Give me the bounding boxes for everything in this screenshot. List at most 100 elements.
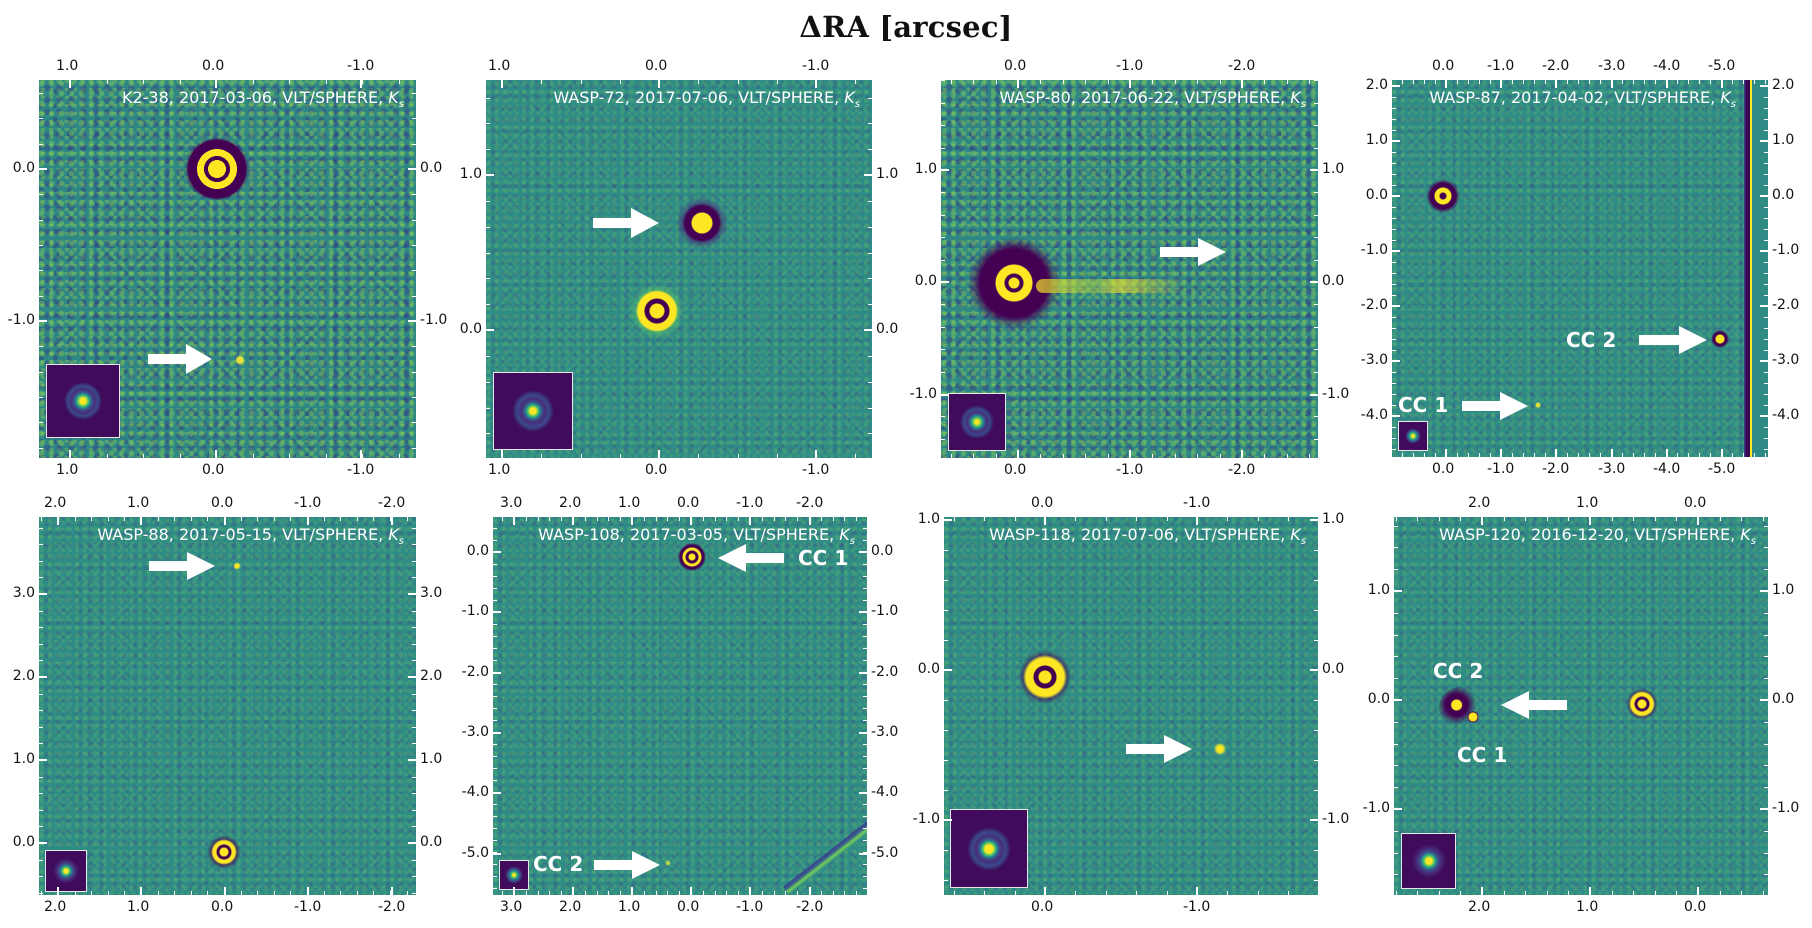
- y-minor-tick-left: [1392, 97, 1396, 98]
- x-tick-label-bottom: -1.0: [1487, 461, 1515, 477]
- x-tick-label-top: 0.0: [1031, 495, 1054, 511]
- y-minor-tick-right: [1764, 229, 1768, 230]
- x-minor-tick-bottom: [1468, 453, 1469, 457]
- y-minor-tick-left: [39, 859, 43, 861]
- figure-title: ΔRA [arcsec]: [799, 10, 1013, 44]
- y-tick-label-left: 0.0: [1365, 187, 1388, 203]
- x-minor-tick-bottom: [797, 891, 799, 895]
- y-minor-tick-right: [412, 826, 416, 828]
- x-minor-tick-bottom: [1197, 454, 1199, 458]
- cc1-label: CC 1: [1457, 743, 1508, 767]
- y-tick-right: [1760, 590, 1768, 592]
- psf-inset: [46, 364, 120, 438]
- x-tick-label-top: -1.0: [1116, 58, 1144, 74]
- y-tick-left: [39, 842, 47, 844]
- y-minor-tick-left: [944, 880, 948, 881]
- x-minor-tick-top: [179, 80, 181, 84]
- y-minor-tick-right: [863, 792, 867, 793]
- y-minor-tick-left: [39, 371, 43, 373]
- x-tick-label-top: -1.0: [802, 58, 830, 74]
- x-minor-tick-top: [643, 517, 645, 521]
- x-minor-tick-top: [390, 517, 391, 521]
- y-minor-tick-right: [1764, 317, 1768, 318]
- y-minor-tick-left: [1392, 394, 1396, 395]
- x-minor-tick-top: [1534, 80, 1535, 84]
- x-minor-tick-bottom: [619, 454, 621, 458]
- y-minor-tick-left: [1392, 273, 1396, 274]
- x-minor-tick-bottom: [1438, 891, 1440, 895]
- detector-edge-flat: [1752, 80, 1768, 457]
- psf-inset: [948, 393, 1006, 451]
- x-tick-bottom: [809, 887, 811, 895]
- y-minor-tick-left: [1392, 449, 1396, 450]
- host-star: [1426, 179, 1460, 213]
- x-tick-top: [224, 517, 226, 525]
- y-tick-label-right: 0.0: [1772, 187, 1795, 203]
- x-tick-label-bottom: 1.0: [1576, 899, 1599, 915]
- y-minor-tick-right: [412, 726, 416, 728]
- x-minor-tick-top: [776, 80, 778, 84]
- y-tick-right: [1760, 360, 1768, 362]
- image-plot: WASP-80, 2017-06-22, VLT/SPHERE, Ks: [941, 80, 1318, 458]
- y-minor-tick-left: [941, 125, 945, 127]
- y-minor-tick-left: [493, 672, 497, 673]
- y-tick-label-right: -1.0: [1322, 811, 1350, 827]
- y-tick-right: [1760, 415, 1768, 417]
- y-minor-tick-right: [1764, 328, 1768, 329]
- y-minor-tick-left: [493, 708, 497, 709]
- y-minor-tick-right: [1764, 874, 1768, 876]
- y-minor-tick-right: [863, 852, 867, 853]
- x-minor-tick-bottom: [1688, 453, 1689, 457]
- x-minor-tick-top: [1040, 80, 1042, 84]
- cc1-label: CC 1: [1398, 393, 1449, 417]
- companion-dot: [1103, 272, 1104, 273]
- x-minor-tick-bottom: [1040, 454, 1042, 458]
- x-minor-tick-bottom: [323, 891, 325, 895]
- x-minor-tick-bottom: [1105, 891, 1107, 895]
- y-tick-left: [944, 819, 952, 821]
- psf-inset: [499, 860, 529, 890]
- image-plot: K2-38, 2017-03-06, VLT/SPHERE, Ks: [39, 80, 416, 458]
- y-tick-right: [859, 551, 867, 553]
- x-minor-tick-bottom: [1309, 454, 1311, 458]
- x-tick-label-bottom: 0.0: [202, 462, 225, 478]
- x-tick-label-bottom: 0.0: [645, 462, 668, 478]
- host-star: [1020, 649, 1070, 705]
- y-minor-tick-right: [412, 118, 416, 120]
- y-minor-tick-left: [944, 850, 948, 851]
- x-minor-tick-top: [1085, 80, 1087, 84]
- x-minor-tick-top: [1523, 80, 1524, 84]
- x-tick-label-top: 1.0: [127, 495, 150, 511]
- panel-title: WASP-72, 2017-07-06, VLT/SPHERE, Ks: [553, 88, 860, 110]
- x-minor-tick-top: [1286, 80, 1288, 84]
- y-tick-right: [1310, 394, 1318, 396]
- y-minor-tick-left: [1392, 438, 1396, 439]
- y-minor-tick-left: [1394, 525, 1398, 527]
- y-tick-label-right: -1.0: [420, 312, 448, 328]
- y-minor-tick-left: [493, 696, 497, 697]
- y-minor-tick-right: [412, 876, 416, 878]
- y-minor-tick-left: [1392, 372, 1396, 373]
- band-label: K: [1290, 525, 1301, 544]
- y-minor-tick-left: [1392, 328, 1396, 329]
- y-minor-tick-left: [944, 550, 948, 551]
- x-minor-tick-bottom: [1534, 453, 1535, 457]
- x-tick-label-top: 0.0: [1684, 495, 1707, 511]
- companion-dot: [233, 562, 241, 570]
- y-minor-tick-right: [1764, 569, 1768, 571]
- x-minor-tick-top: [356, 517, 358, 521]
- y-minor-tick-right: [1764, 97, 1768, 98]
- y-minor-tick-left: [941, 147, 945, 149]
- y-minor-tick-right: [863, 648, 867, 649]
- y-minor-tick-left: [944, 760, 948, 761]
- y-tick-label-left: 1.0: [917, 511, 940, 527]
- x-minor-tick-bottom: [1732, 453, 1733, 457]
- x-minor-tick-bottom: [1062, 454, 1064, 458]
- y-minor-tick-left: [39, 422, 43, 424]
- y-minor-tick-left: [1392, 218, 1396, 219]
- y-minor-tick-left: [1392, 119, 1396, 120]
- y-minor-tick-left: [941, 80, 945, 82]
- y-minor-tick-right: [863, 840, 867, 841]
- y-tick-label-right: -1.0: [1772, 800, 1800, 816]
- x-minor-tick-top: [549, 517, 551, 521]
